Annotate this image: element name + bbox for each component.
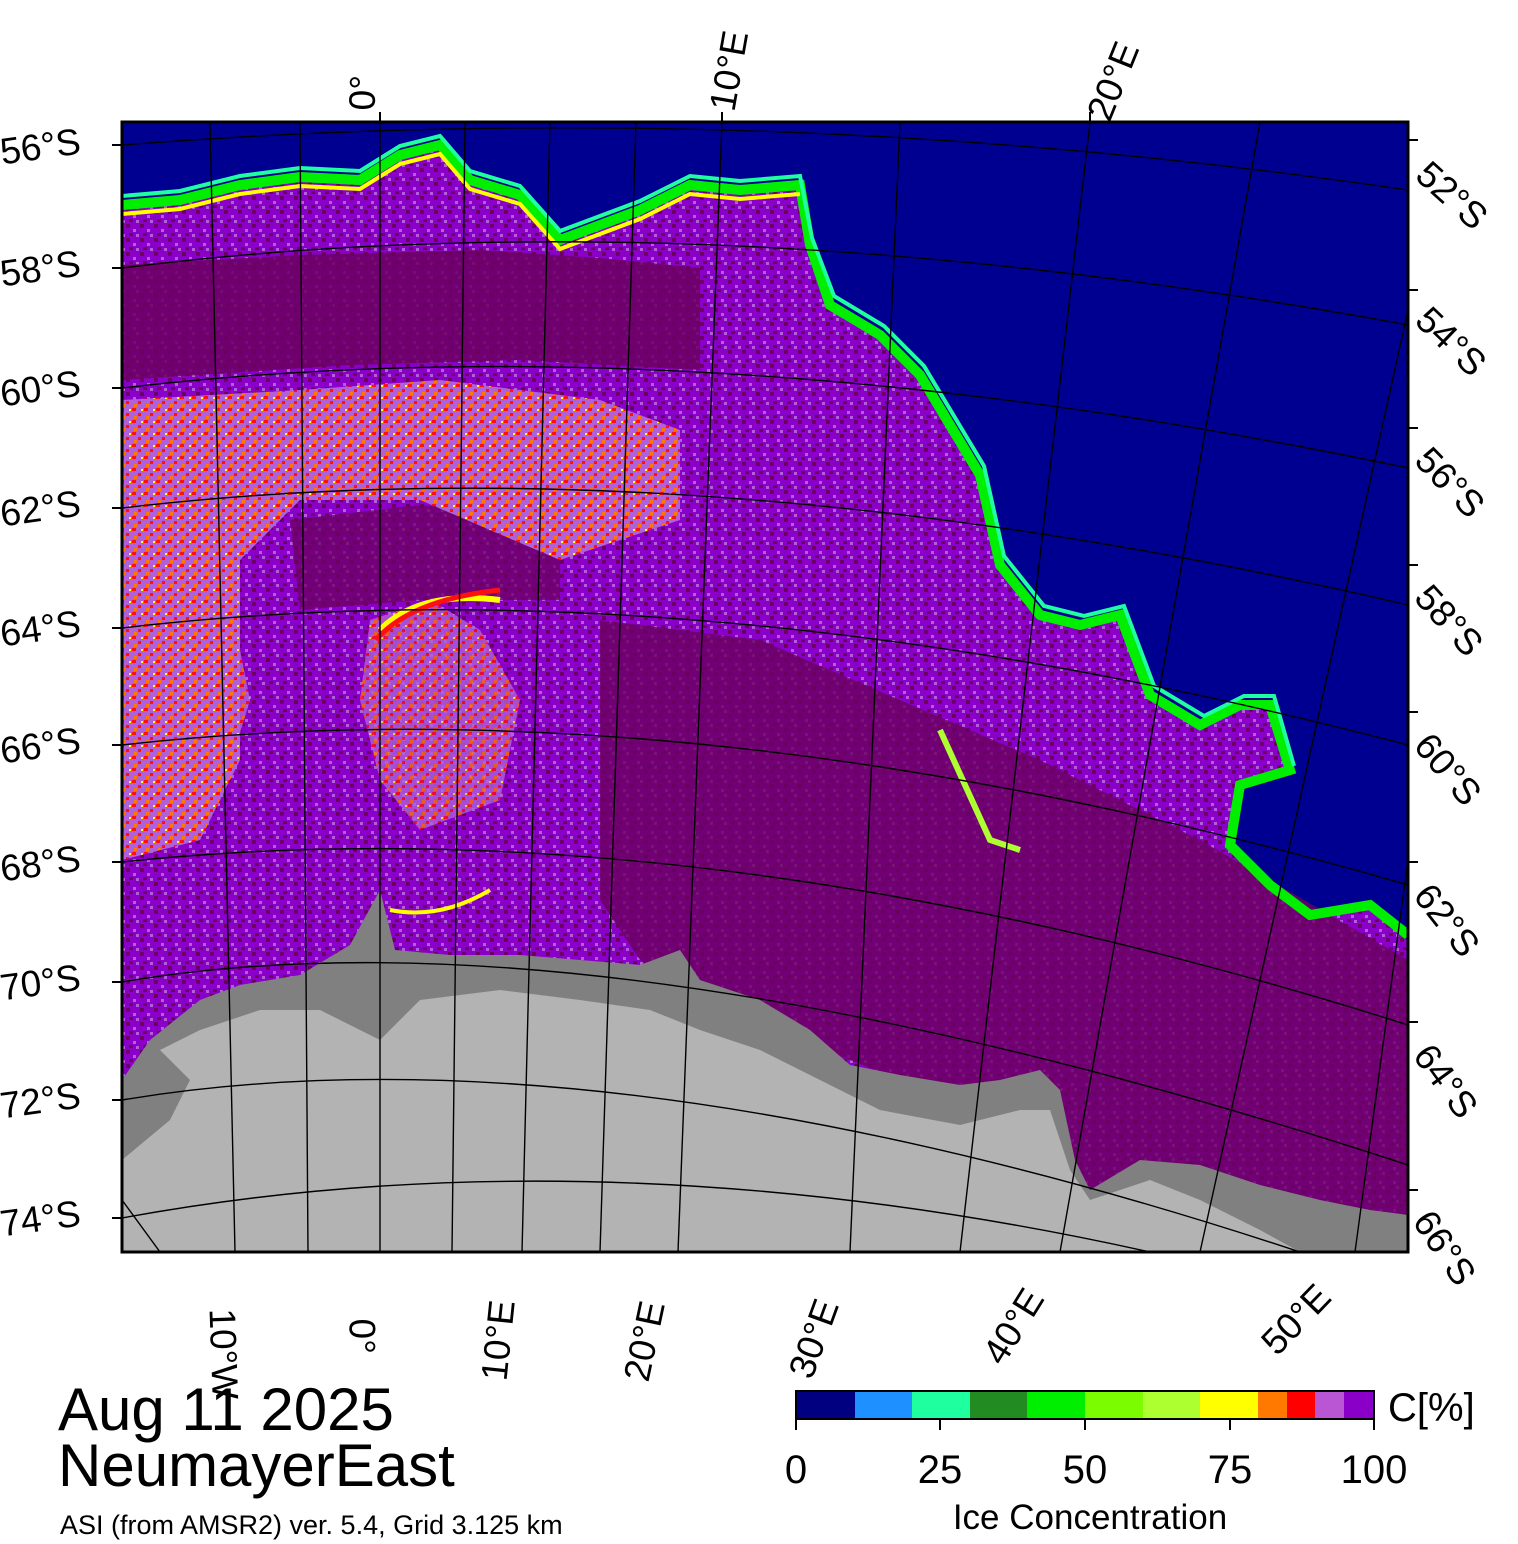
colorbar-tick-label: 25 bbox=[917, 1448, 963, 1492]
colorbar-tick-mark bbox=[1084, 1420, 1086, 1430]
antarctic-continent bbox=[122, 990, 1300, 1252]
region-name: NeumayerEast bbox=[58, 1432, 455, 1499]
colorbar-swatch bbox=[1344, 1392, 1373, 1418]
colorbar-swatch bbox=[1200, 1392, 1258, 1418]
colorbar-swatch bbox=[969, 1392, 1028, 1418]
ice-streak bbox=[937, 728, 1021, 853]
lon-label-top: 0° bbox=[341, 74, 384, 112]
mixed-ice-zone bbox=[122, 600, 250, 820]
lon-label-bottom: 0° bbox=[341, 1318, 383, 1354]
high-concentration-band bbox=[600, 620, 1408, 1252]
colorbar-swatch bbox=[1142, 1392, 1201, 1418]
colorbar-tick-label: 100 bbox=[1340, 1448, 1408, 1492]
high-concentration-band bbox=[290, 505, 560, 610]
marginal-ice-edge bbox=[122, 139, 1408, 939]
colorbar-tick-mark bbox=[1373, 1420, 1375, 1430]
ice-streak bbox=[374, 587, 501, 642]
marginal-ice-edge bbox=[122, 133, 1296, 767]
longitude-lines bbox=[122, 122, 1408, 1252]
colorbar-tick-label: 0 bbox=[784, 1448, 808, 1492]
colorbar-swatch bbox=[1084, 1392, 1143, 1418]
colorbar-swatch bbox=[912, 1392, 970, 1418]
colorbar-swatch bbox=[797, 1392, 855, 1418]
high-concentration-band bbox=[122, 250, 700, 380]
colorbar-tick-label: 75 bbox=[1207, 1448, 1253, 1492]
axis-ticks bbox=[112, 112, 1418, 1219]
colorbar-swatch bbox=[854, 1392, 913, 1418]
mixed-ice-zone bbox=[360, 600, 520, 830]
ice-streak bbox=[389, 888, 492, 915]
data-source-credit: ASI (from AMSR2) ver. 5.4, Grid 3.125 km bbox=[60, 1510, 563, 1540]
colorbar-swatch bbox=[1315, 1392, 1345, 1418]
colorbar-tick-label: 50 bbox=[1062, 1448, 1108, 1492]
lon-label-bottom: 10°E bbox=[473, 1298, 523, 1383]
colorbar-tick-mark bbox=[939, 1420, 941, 1430]
colorbar-title: Ice Concentration bbox=[952, 1498, 1228, 1537]
map-date: Aug 11 2025 bbox=[58, 1376, 394, 1443]
map-frame bbox=[120, 120, 1410, 1254]
colorbar-unit: C[%] bbox=[1388, 1386, 1475, 1430]
colorbar-tick-mark bbox=[1229, 1420, 1231, 1430]
colorbar-swatch bbox=[1027, 1392, 1085, 1418]
ice-streak bbox=[377, 595, 501, 633]
colorbar-swatch bbox=[1257, 1392, 1287, 1418]
colorbar-swatch bbox=[1286, 1392, 1316, 1418]
ice-concentration-colorbar bbox=[795, 1390, 1375, 1420]
colorbar-tick-mark bbox=[795, 1420, 797, 1430]
latitude-lines bbox=[122, 127, 1408, 1252]
marginal-ice-edge bbox=[122, 151, 801, 252]
